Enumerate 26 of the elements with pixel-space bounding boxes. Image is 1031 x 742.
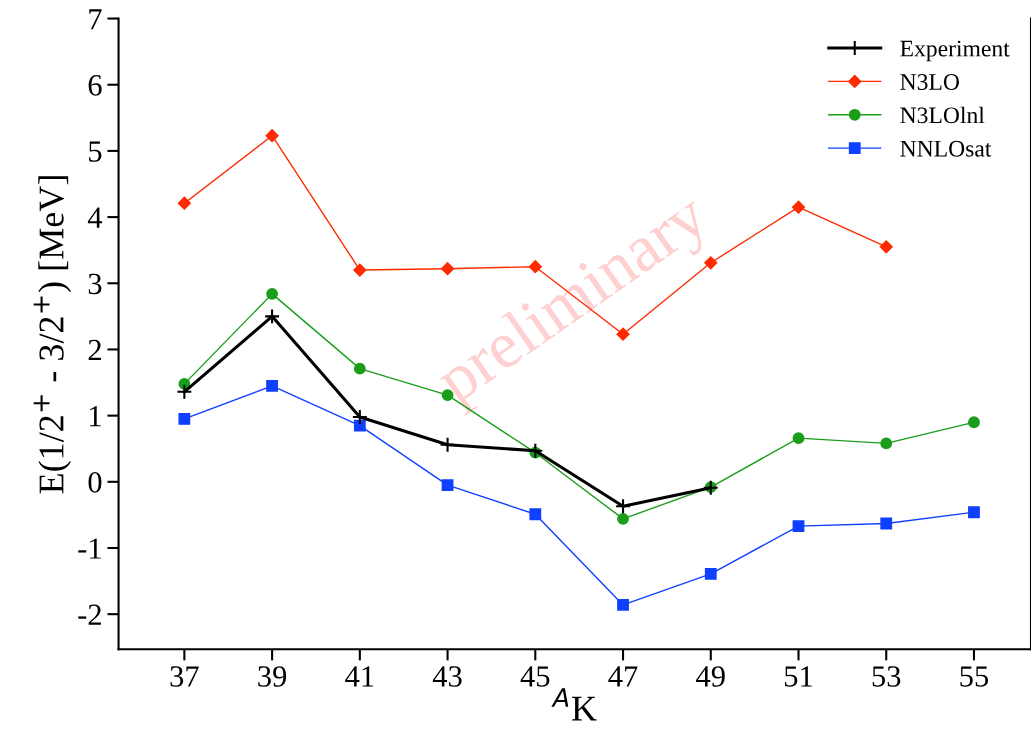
x-tick-label: 43 xyxy=(432,666,462,687)
y-tick-label: 7 xyxy=(89,9,102,30)
x-tick-label: 45 xyxy=(520,666,550,687)
x-tick-label: 55 xyxy=(960,666,989,687)
y-tick-label: 6 xyxy=(88,75,102,96)
x-tick-label: 41 xyxy=(345,666,374,687)
legend-label: N3LO xyxy=(900,74,959,90)
x-tick-label: 39 xyxy=(258,666,287,687)
y-tick-label: 2 xyxy=(88,339,101,361)
y-tick-label: -2 xyxy=(78,604,101,625)
y-tick-label: 5 xyxy=(89,141,102,162)
y-tick-label: -1 xyxy=(78,538,101,559)
legend-label: Experiment xyxy=(900,40,1010,62)
y-axis-title: E(1/2$^{+}$ - 3/2$^{+}$) [MeV] xyxy=(33,176,72,494)
x-tick-label: 47 xyxy=(608,666,638,687)
x-tick-label: 37 xyxy=(170,666,199,687)
x-axis-title: $^{A}$K xyxy=(551,688,597,721)
y-tick-label: 3 xyxy=(88,273,102,295)
x-tick-label: 53 xyxy=(872,666,901,687)
x-tick-label: 51 xyxy=(785,666,812,687)
y-tick-label: 4 xyxy=(87,207,103,228)
y-tick-label: 0 xyxy=(88,472,102,493)
y-tick-label: 1 xyxy=(90,406,101,427)
x-tick-label: 49 xyxy=(696,666,725,687)
legend-label: N3LOlnl xyxy=(900,106,985,124)
legend-label: NNLOsat xyxy=(900,140,992,157)
